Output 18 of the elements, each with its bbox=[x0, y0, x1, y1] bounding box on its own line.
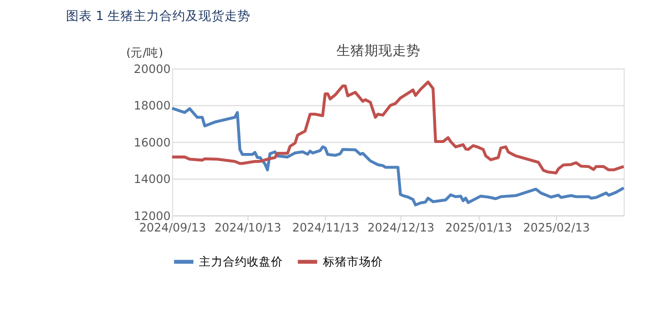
chart-title: 图表 1 生猪主力合约及现货走势 bbox=[66, 8, 251, 24]
x-tick-label: 2024/09/13 bbox=[139, 220, 206, 234]
y-tick-label: 14000 bbox=[134, 172, 171, 186]
y-tick-label: 12000 bbox=[134, 208, 171, 223]
y-axis-title: (元/吨) bbox=[126, 45, 164, 60]
chart-subtitle: 生猪期现走势 bbox=[336, 42, 421, 59]
legend-label: 标猪市场价 bbox=[322, 254, 383, 269]
x-tick-label: 2024/11/13 bbox=[292, 220, 360, 234]
line-series bbox=[170, 106, 626, 206]
x-tick-label: 2025/01/13 bbox=[445, 220, 512, 234]
y-tick-label: 20000 bbox=[134, 62, 171, 76]
x-tick-label: 2025/02/13 bbox=[523, 220, 590, 234]
y-tick-label: 18000 bbox=[134, 98, 171, 113]
line-series bbox=[170, 80, 626, 174]
y-tick-label: 16000 bbox=[134, 135, 171, 150]
legend-label: 主力合约收盘价 bbox=[199, 254, 284, 269]
x-tick-label: 2024/10/13 bbox=[214, 220, 282, 234]
x-tick-label: 2024/12/13 bbox=[368, 220, 434, 234]
